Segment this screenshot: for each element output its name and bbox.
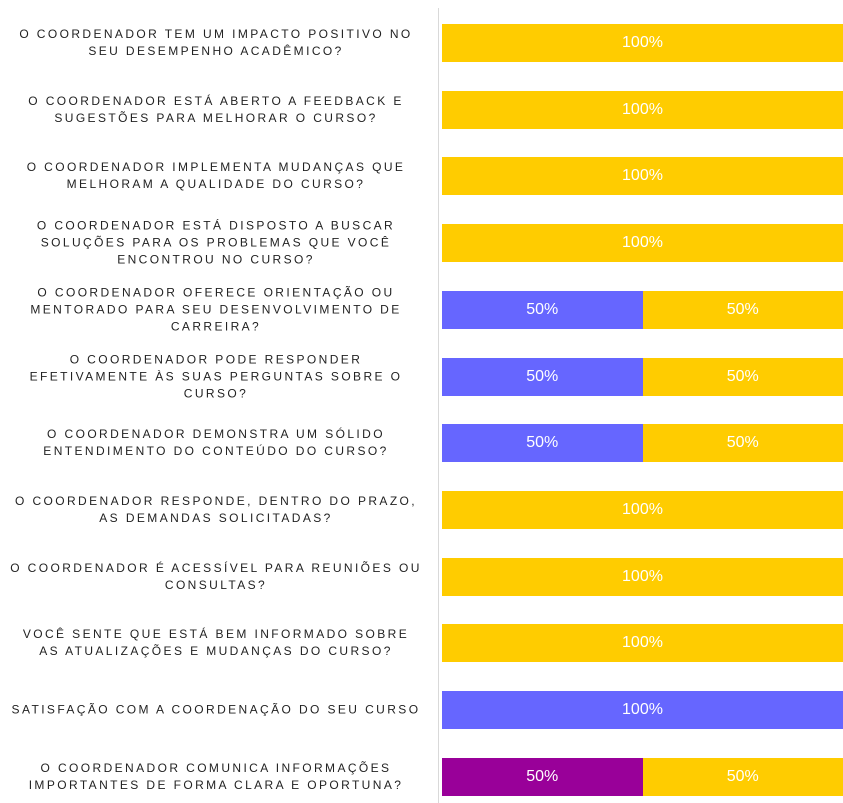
category-label: O COORDENADOR É ACESSÍVEL PARA REUNIÕES … <box>10 560 422 592</box>
bar-segment: 50% <box>642 424 843 463</box>
bar-segment: 50% <box>642 357 843 396</box>
value-label: 50% <box>526 767 559 785</box>
category-label: SATISFAÇÃO COM A COORDENAÇÃO DO SEU CURS… <box>11 702 421 717</box>
category-label: O COORDENADOR IMPLEMENTA MUDANÇAS QUE ME… <box>26 160 406 192</box>
bar-segment: 100% <box>442 624 843 663</box>
axis-line <box>438 8 439 803</box>
value-label: 50% <box>726 367 759 385</box>
value-label: 50% <box>726 767 759 785</box>
bar-segment: 100% <box>442 490 843 529</box>
value-label: 100% <box>622 634 663 652</box>
value-label: 50% <box>526 300 559 318</box>
bar-segment: 50% <box>442 424 643 463</box>
category-label: O COORDENADOR DEMONSTRA UM SÓLIDO ENTEND… <box>43 427 389 459</box>
value-label: 50% <box>726 434 759 452</box>
value-label: 50% <box>726 300 759 318</box>
category-label: O COORDENADOR PODE RESPONDER EFETIVAMENT… <box>29 352 403 400</box>
value-label: 100% <box>622 567 663 585</box>
category-label: VOCÊ SENTE QUE ESTÁ BEM INFORMADO SOBRE … <box>22 627 410 659</box>
bar-segment: 100% <box>442 691 843 729</box>
value-label: 100% <box>622 500 663 518</box>
value-label: 50% <box>526 367 559 385</box>
category-label: O COORDENADOR OFERECE ORIENTAÇÃO OU MENT… <box>30 285 402 334</box>
value-label: 50% <box>526 434 559 452</box>
bar-segment: 50% <box>442 357 643 396</box>
value-label: 100% <box>622 701 663 718</box>
value-label: 100% <box>622 167 663 185</box>
value-label: 100% <box>622 100 663 118</box>
value-label: 100% <box>622 34 663 51</box>
value-label: 100% <box>622 234 663 252</box>
bar-segment: 100% <box>442 557 843 596</box>
category-label: O COORDENADOR RESPONDE, DENTRO DO PRAZO,… <box>14 493 418 525</box>
bar-segment: 100% <box>442 24 843 62</box>
category-label: O COORDENADOR ESTÁ ABERTO A FEEDBACK E S… <box>28 93 404 125</box>
bar-segment: 50% <box>442 757 643 796</box>
bar-segment: 50% <box>642 290 843 329</box>
bar-segment: 50% <box>442 290 643 329</box>
bar-segment: 100% <box>442 224 843 263</box>
bar-segment: 100% <box>442 90 843 129</box>
category-label: O COORDENADOR COMUNICA INFORMAÇÕES IMPOR… <box>28 760 404 792</box>
bar-segment: 50% <box>642 757 843 796</box>
category-label: O COORDENADOR TEM UM IMPACTO POSITIVO NO… <box>19 27 413 58</box>
bar-segment: 100% <box>442 157 843 196</box>
category-label: O COORDENADOR ESTÁ DISPOSTO A BUSCAR SOL… <box>36 218 396 267</box>
